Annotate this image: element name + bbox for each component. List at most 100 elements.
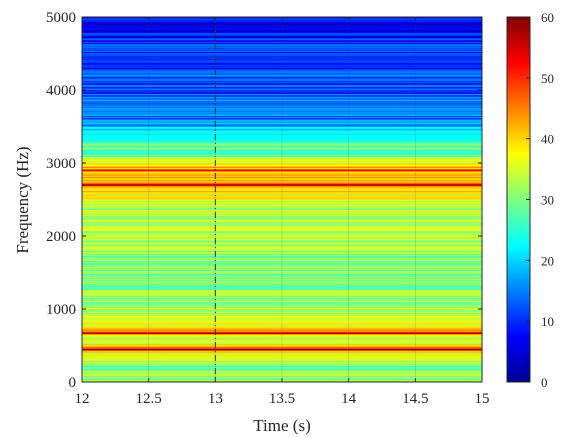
heatmap-row	[82, 42, 482, 44]
heatmap-row	[82, 309, 482, 312]
heatmap-row	[82, 246, 482, 249]
heatmap-row	[82, 308, 482, 310]
y-tick-label: 1000	[46, 302, 76, 318]
heatmap-row	[82, 315, 482, 317]
heatmap-row	[82, 72, 482, 74]
heatmap-row	[82, 263, 482, 265]
heatmap-row	[82, 349, 482, 351]
heatmap-row	[82, 170, 482, 172]
heatmap-row	[82, 127, 482, 129]
heatmap-row	[82, 44, 482, 46]
heatmap-row	[82, 255, 482, 257]
heatmap-row	[82, 257, 482, 260]
heatmap-row	[82, 322, 482, 324]
heatmap-row	[82, 365, 482, 367]
x-tick-label: 14	[341, 391, 357, 407]
y-tick-label: 0	[69, 375, 77, 391]
heatmap-row	[82, 137, 482, 139]
heatmap-row	[82, 204, 482, 206]
heatmap-row	[82, 118, 482, 120]
heatmap-row	[82, 51, 482, 53]
heatmap-row	[82, 256, 482, 259]
x-tick-label: 12.5	[136, 391, 162, 407]
heatmap-row	[82, 369, 482, 371]
heatmap-row	[82, 83, 482, 85]
colorbar-tick-label: 10	[541, 314, 554, 329]
heatmap-row	[82, 162, 482, 164]
heatmap-row	[82, 119, 482, 121]
heatmap-row	[82, 49, 482, 52]
heatmap-row	[82, 132, 482, 135]
heatmap-row	[82, 48, 482, 50]
heatmap-row	[82, 301, 482, 304]
heatmap-row	[82, 226, 482, 229]
heatmap-row	[82, 160, 482, 162]
heatmap-row	[82, 216, 482, 219]
heatmap-row	[82, 121, 482, 123]
heatmap-row	[82, 311, 482, 314]
heatmap-row	[82, 156, 482, 158]
heatmap-row	[82, 218, 482, 220]
heatmap-row	[82, 90, 482, 93]
heatmap-row	[82, 346, 482, 348]
heatmap-row	[82, 293, 482, 295]
heatmap-row	[82, 201, 482, 203]
heatmap-row	[82, 20, 482, 22]
heatmap-row	[82, 200, 482, 202]
heatmap-row	[82, 130, 482, 132]
heatmap-row	[82, 231, 482, 233]
heatmap-row	[82, 236, 482, 239]
heatmap-row	[82, 253, 482, 255]
heatmap-row	[82, 80, 482, 83]
heatmap-row	[82, 182, 482, 184]
heatmap-row	[82, 333, 482, 335]
heatmap-row	[82, 59, 482, 62]
heatmap-row	[82, 79, 482, 82]
heatmap-row	[82, 55, 482, 57]
heatmap-row	[82, 227, 482, 230]
heatmap-row	[82, 146, 482, 148]
heatmap-row	[82, 40, 482, 43]
heatmap-row	[82, 225, 482, 228]
heatmap-row	[82, 341, 482, 344]
heatmap-row	[82, 111, 482, 114]
heatmap-row	[82, 291, 482, 293]
heatmap-row	[82, 302, 482, 304]
heatmap-row	[82, 192, 482, 194]
heatmap-row	[82, 307, 482, 309]
heatmap-row	[82, 294, 482, 296]
heatmap-row	[82, 202, 482, 204]
heatmap-row	[82, 102, 482, 105]
heatmap-row	[82, 65, 482, 67]
heatmap-row	[82, 33, 482, 35]
heatmap-row	[82, 140, 482, 142]
heatmap-row	[82, 326, 482, 328]
heatmap-row	[82, 23, 482, 25]
heatmap-row	[82, 277, 482, 279]
heatmap-row	[82, 252, 482, 254]
heatmap-row	[82, 286, 482, 288]
heatmap-row	[82, 198, 482, 200]
heatmap-row	[82, 129, 482, 131]
heatmap-row	[82, 39, 482, 42]
heatmap-row	[82, 37, 482, 40]
heatmap-row	[82, 28, 482, 31]
heatmap-row	[82, 194, 482, 196]
heatmap-row	[82, 329, 482, 332]
heatmap-row	[82, 35, 482, 37]
heatmap-row	[82, 344, 482, 346]
heatmap-row	[82, 374, 482, 377]
heatmap-row	[82, 114, 482, 116]
heatmap-row	[82, 206, 482, 209]
heatmap-row	[82, 90, 482, 92]
heatmap-row	[82, 234, 482, 236]
heatmap-row	[82, 259, 482, 262]
heatmap-row	[82, 108, 482, 110]
heatmap-row	[82, 256, 482, 258]
heatmap-row	[82, 364, 482, 366]
heatmap-row	[82, 159, 482, 161]
heatmap-row	[82, 121, 482, 124]
heatmap-row	[82, 258, 482, 261]
heatmap-row	[82, 47, 482, 49]
heatmap-row	[82, 338, 482, 340]
